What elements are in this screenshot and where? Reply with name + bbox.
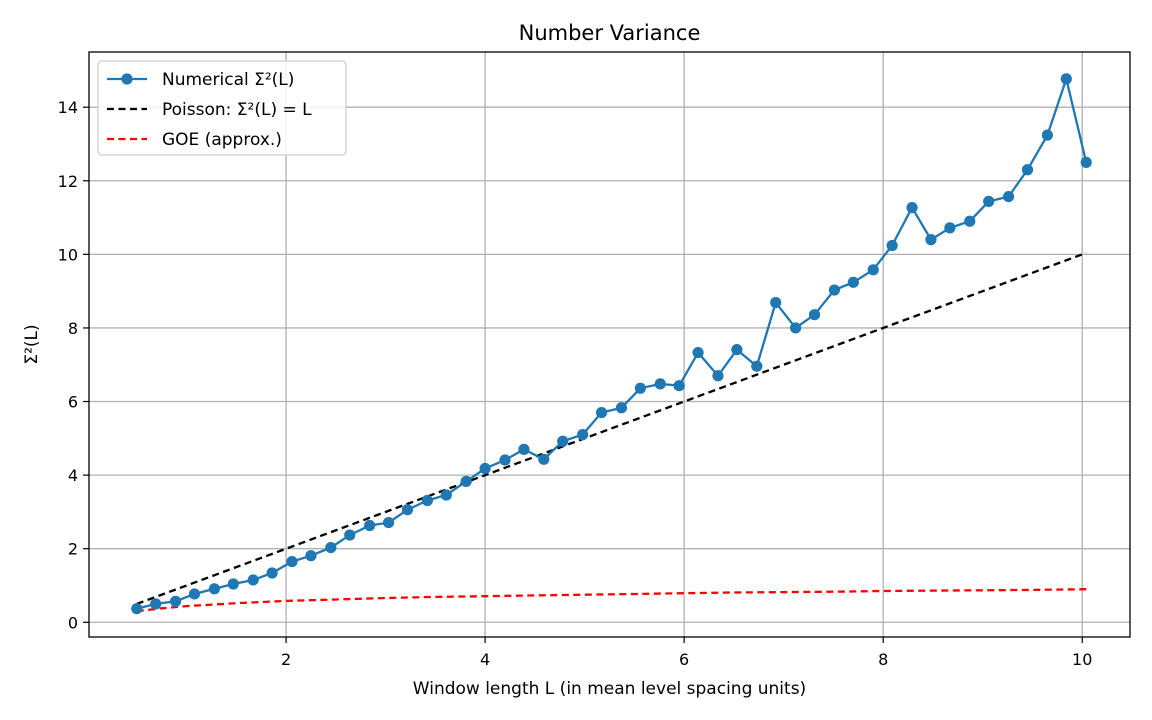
- axis-ticks: 2 4 6 8 10 0 2 4 6 8 10 12 14: [58, 98, 1093, 669]
- data-point: [770, 296, 782, 309]
- chart-title: Number Variance: [519, 21, 701, 45]
- data-point: [557, 435, 569, 447]
- data-point: [790, 322, 802, 334]
- x-tick-label: 2: [281, 650, 291, 669]
- legend-label: Numerical Σ²(L): [162, 70, 294, 90]
- data-point: [577, 429, 589, 441]
- data-point: [364, 519, 376, 532]
- series-0: [131, 73, 1092, 615]
- data-point: [460, 475, 472, 487]
- data-point: [886, 239, 898, 252]
- y-axis-label: Σ²(L): [22, 324, 42, 364]
- series-1: [136, 251, 1087, 605]
- data-point: [382, 516, 395, 529]
- data-point: [131, 603, 143, 615]
- y-tick-label: 0: [68, 613, 78, 632]
- data-point: [634, 382, 646, 394]
- x-tick-label: 10: [1072, 650, 1092, 669]
- data-point: [925, 234, 937, 246]
- legend-label: GOE (approx.): [162, 130, 282, 150]
- data-point: [808, 309, 821, 321]
- data-point: [479, 462, 491, 475]
- x-tick-label: 8: [878, 650, 888, 669]
- data-point: [286, 555, 298, 568]
- y-tick-label: 10: [58, 245, 78, 264]
- y-tick-label: 4: [68, 466, 78, 485]
- grid: [89, 52, 1130, 637]
- x-tick-label: 6: [679, 650, 689, 669]
- series-line: [136, 251, 1087, 605]
- data-point: [266, 567, 278, 579]
- legend-marker: [121, 73, 133, 85]
- data-point: [906, 202, 918, 214]
- data-point: [440, 489, 452, 501]
- data-point: [615, 402, 628, 414]
- legend: Numerical Σ²(L) Poisson: Σ²(L) = L GOE (ap…: [97, 60, 347, 156]
- data-point: [847, 276, 859, 288]
- data-point: [1041, 129, 1053, 141]
- series-layer: [131, 73, 1092, 615]
- data-point: [828, 284, 841, 296]
- data-point: [518, 443, 530, 455]
- data-point: [227, 578, 239, 590]
- series-2: [136, 588, 1087, 613]
- y-tick-label: 6: [68, 393, 78, 412]
- data-point: [499, 454, 511, 466]
- data-point: [344, 529, 356, 541]
- data-point: [325, 541, 337, 554]
- data-point: [1002, 190, 1015, 203]
- data-point: [247, 574, 259, 586]
- data-point: [401, 504, 414, 516]
- data-point: [654, 378, 666, 390]
- data-point: [1021, 164, 1034, 176]
- series-line: [136, 588, 1087, 613]
- y-tick-label: 8: [68, 319, 78, 338]
- y-tick-label: 14: [58, 98, 78, 117]
- data-point: [421, 494, 433, 507]
- data-point: [595, 406, 608, 419]
- x-axis-label: Window length L (in mean level spacing u…: [413, 679, 806, 699]
- y-tick-label: 2: [68, 540, 78, 559]
- data-point: [673, 380, 685, 392]
- data-point: [150, 598, 162, 610]
- data-point: [538, 453, 550, 465]
- data-point: [867, 264, 879, 276]
- legend-box: [97, 60, 347, 156]
- data-point: [169, 595, 182, 607]
- data-point: [305, 550, 317, 562]
- data-point: [731, 344, 743, 356]
- data-point: [944, 222, 956, 234]
- data-point: [692, 346, 704, 359]
- data-point: [751, 360, 763, 372]
- y-tick-label: 12: [58, 172, 78, 191]
- legend-label: Poisson: Σ²(L) = L: [162, 100, 312, 120]
- data-point: [983, 195, 995, 207]
- data-point: [712, 370, 724, 382]
- plot-frame: [88, 51, 1131, 638]
- data-point: [188, 588, 201, 600]
- data-point: [1080, 156, 1092, 168]
- x-tick-label: 4: [480, 650, 490, 669]
- data-point: [964, 215, 976, 227]
- data-point: [1060, 73, 1072, 85]
- data-point: [208, 583, 220, 595]
